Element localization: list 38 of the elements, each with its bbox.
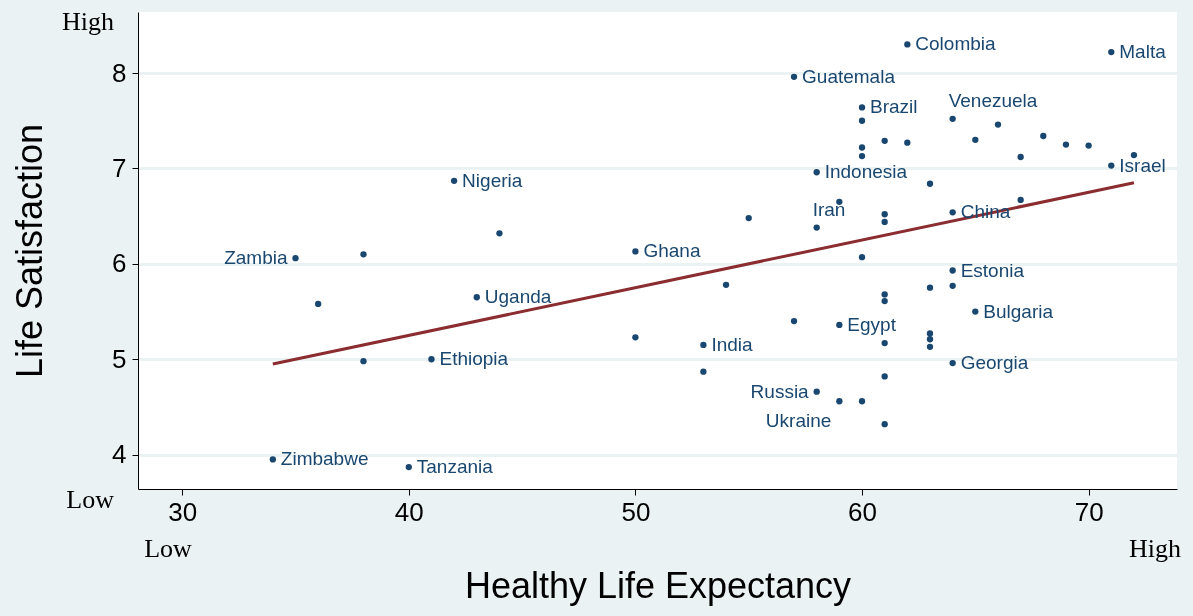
annotation: Uganda bbox=[484, 286, 552, 308]
annotation: Zimbabwe bbox=[280, 448, 369, 470]
y-tick-label: 8 bbox=[112, 57, 127, 88]
annotation: Zambia bbox=[224, 247, 288, 269]
x-tick-label: 70 bbox=[1074, 496, 1104, 527]
y-tick-label: 4 bbox=[112, 439, 127, 470]
annotation: Ethiopia bbox=[439, 348, 509, 370]
text: Low bbox=[144, 534, 193, 563]
annotation: Israel bbox=[1119, 154, 1166, 176]
annotation: Malta bbox=[1119, 41, 1167, 63]
x-tick-label: 50 bbox=[621, 496, 651, 527]
annotation: Brazil bbox=[870, 96, 918, 118]
annotation: Russia bbox=[750, 380, 810, 402]
annotation: Guatemala bbox=[802, 65, 896, 87]
annotation: Nigeria bbox=[462, 169, 523, 191]
annotation: Indonesia bbox=[824, 161, 908, 183]
annotation: Egypt bbox=[847, 313, 897, 335]
annotation: Colombia bbox=[915, 33, 997, 55]
y-tick-label: 6 bbox=[112, 248, 127, 279]
annotation: Tanzania bbox=[416, 456, 494, 478]
x-tick-label: 40 bbox=[394, 496, 424, 527]
text: Low bbox=[66, 485, 115, 514]
y-axis-title: Life Satisfaction bbox=[9, 123, 51, 379]
annotation: India bbox=[711, 333, 754, 355]
annotation: Iran bbox=[812, 198, 846, 220]
annotation: Estonia bbox=[960, 259, 1025, 281]
annotation: Georgia bbox=[960, 352, 1029, 374]
y-tick-label: 7 bbox=[112, 152, 127, 183]
x-axis-title: Healthy Life Expectancy bbox=[464, 564, 852, 606]
annotation: Ghana bbox=[643, 240, 701, 262]
annotation: Ukraine bbox=[765, 410, 832, 432]
x-tick-label: 30 bbox=[168, 496, 198, 527]
annotation: Bulgaria bbox=[983, 300, 1054, 322]
x-tick-label: 60 bbox=[848, 496, 877, 527]
annotation: Venezuela bbox=[948, 89, 1038, 111]
text: High bbox=[1129, 534, 1181, 563]
y-tick-label: 5 bbox=[112, 343, 127, 374]
text: High bbox=[62, 7, 114, 36]
